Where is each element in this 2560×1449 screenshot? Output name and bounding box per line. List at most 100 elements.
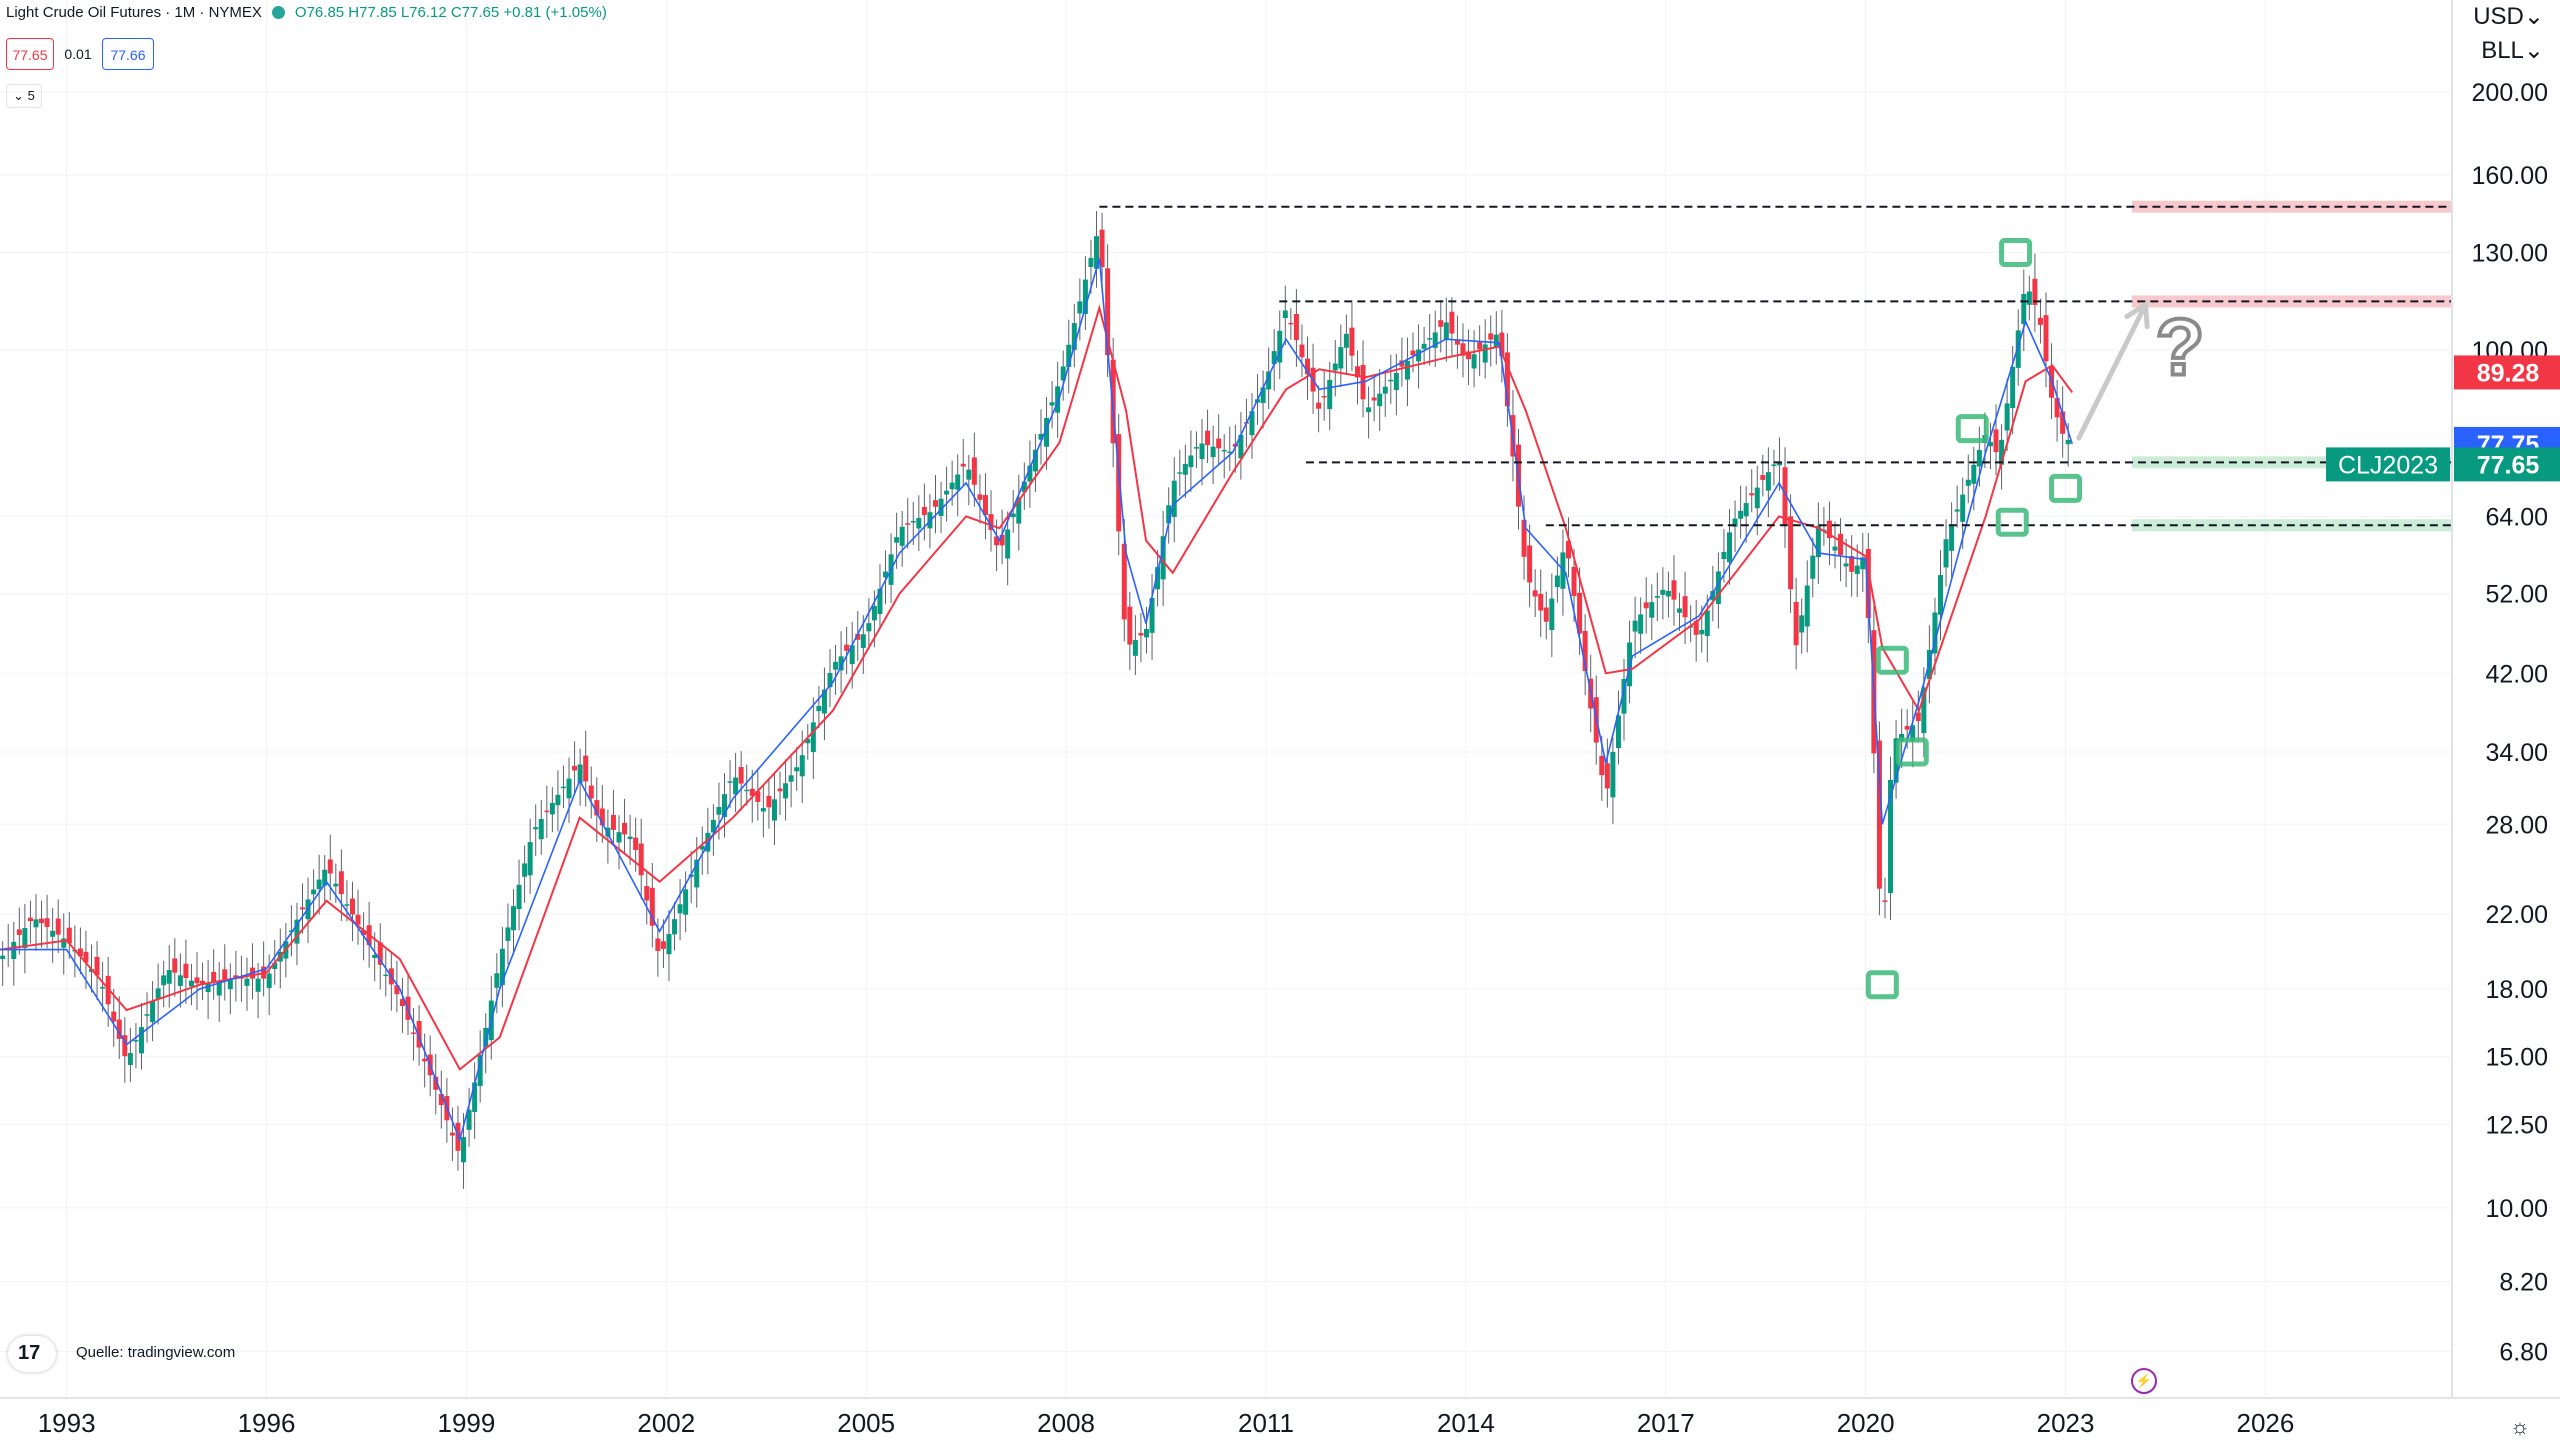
- price-price-label-bg: [2454, 447, 2560, 482]
- candle-body: [333, 883, 339, 887]
- pivot-marker[interactable]: [1895, 737, 1929, 767]
- candle-body: [2021, 293, 2027, 325]
- candle-body: [161, 975, 167, 986]
- candle-body: [1993, 429, 1999, 453]
- candle-body: [1105, 268, 1111, 356]
- candle-body: [172, 958, 178, 973]
- candle-body: [1693, 620, 1699, 635]
- pivot-marker[interactable]: [1875, 645, 1909, 675]
- candle-body: [1854, 565, 1860, 574]
- candle-body: [1321, 395, 1327, 398]
- tradingview-logo[interactable]: 17: [8, 1336, 56, 1372]
- candle-body: [1216, 438, 1222, 449]
- candle-body: [1005, 529, 1011, 559]
- projection-arrow[interactable]: [2076, 302, 2148, 441]
- candle-body: [2032, 278, 2038, 305]
- candle-body: [660, 941, 666, 949]
- pivot-marker[interactable]: [1995, 507, 2029, 537]
- candle-body: [633, 837, 639, 850]
- candle-body: [1604, 763, 1610, 789]
- candle-body: [1305, 358, 1311, 375]
- indicators-toggle[interactable]: ⌄ 5: [6, 84, 42, 108]
- candle-body: [2026, 291, 2032, 305]
- symbol-title[interactable]: Light Crude Oil Futures · 1M · NYMEX: [6, 4, 262, 21]
- candle-body: [1971, 464, 1977, 484]
- candle-body: [1904, 725, 1910, 730]
- candle-body: [1949, 524, 1955, 551]
- candle-body: [1182, 463, 1188, 475]
- price-tick-label: 34.00: [2485, 739, 2548, 767]
- currency-selector[interactable]: USD⌄: [2473, 3, 2544, 30]
- candle-body: [1754, 487, 1760, 509]
- candle-body: [622, 822, 628, 835]
- candle-body: [1538, 593, 1544, 611]
- price-tick-label: 6.80: [2499, 1338, 2548, 1366]
- candle-body: [322, 869, 328, 886]
- candle-body: [994, 536, 1000, 546]
- price-axis-panel[interactable]: [2452, 0, 2560, 1444]
- candle-body: [1121, 543, 1127, 620]
- candle-body: [1760, 475, 1766, 480]
- candle-body: [1849, 556, 1855, 572]
- candle-body: [694, 859, 700, 888]
- unit-selector[interactable]: BLL⌄: [2481, 37, 2544, 64]
- price-tick-label: 28.00: [2485, 811, 2548, 839]
- time-tick-label: 2008: [1037, 1408, 1095, 1438]
- candle-body: [538, 819, 544, 840]
- pivot-marker[interactable]: [1865, 970, 1899, 1000]
- pivot-marker[interactable]: [1955, 414, 1989, 444]
- candle-body: [638, 843, 644, 876]
- candle-body: [1316, 402, 1322, 409]
- candle-body: [1921, 687, 1927, 734]
- candle-body: [1471, 354, 1477, 369]
- pivot-marker[interactable]: [2049, 473, 2083, 503]
- candle-body: [1293, 313, 1299, 341]
- candle-body: [971, 457, 977, 485]
- candle-body: [533, 827, 539, 830]
- price-tick-label: 22.00: [2485, 901, 2548, 929]
- candle-body: [799, 755, 805, 777]
- candle-body: [905, 523, 911, 525]
- candle-body: [327, 859, 333, 874]
- candle-body: [1504, 352, 1510, 407]
- market-status-icon[interactable]: [271, 6, 285, 19]
- candle-body: [1038, 433, 1044, 440]
- candle-body: [1782, 467, 1788, 526]
- candle-body: [205, 983, 211, 993]
- candle-body: [211, 971, 217, 983]
- candle-body: [1615, 715, 1621, 749]
- buy-button[interactable]: 77.66: [102, 38, 154, 70]
- candle-body: [1738, 510, 1744, 519]
- ma_slow-price-label-bg: [2454, 355, 2560, 390]
- candle-body: [1671, 580, 1677, 600]
- candle-body: [2004, 403, 2010, 431]
- settings-icon[interactable]: ☼: [2509, 1414, 2530, 1439]
- candle-body: [127, 1052, 133, 1066]
- candle-body: [194, 977, 200, 984]
- symbol-header: Light Crude Oil Futures · 1M · NYMEX O76…: [6, 4, 607, 21]
- time-tick-label: 2014: [1437, 1408, 1495, 1438]
- candle-body: [1044, 418, 1050, 447]
- candle-body: [766, 795, 772, 808]
- candle-body: [788, 775, 794, 782]
- candle-body: [655, 938, 661, 951]
- lightning-icon[interactable]: ⚡: [2131, 1368, 2157, 1394]
- candle-body: [1227, 451, 1233, 454]
- sell-button[interactable]: 77.65: [6, 38, 54, 70]
- candle-body: [666, 934, 672, 955]
- candle-body: [932, 500, 938, 507]
- pivot-marker[interactable]: [1999, 237, 2033, 267]
- symbol-label: CLJ2023: [2338, 451, 2438, 479]
- candle-body: [588, 785, 594, 799]
- candle-body: [727, 781, 733, 783]
- time-tick-label: 2026: [2237, 1408, 2295, 1438]
- candle-body: [821, 689, 827, 714]
- candle-body: [1826, 520, 1832, 539]
- candle-body: [144, 1014, 150, 1016]
- candle-body: [1554, 575, 1560, 588]
- candle-body: [1016, 497, 1022, 524]
- projection-arrow-head: [2124, 300, 2150, 330]
- candle-body: [1210, 446, 1216, 458]
